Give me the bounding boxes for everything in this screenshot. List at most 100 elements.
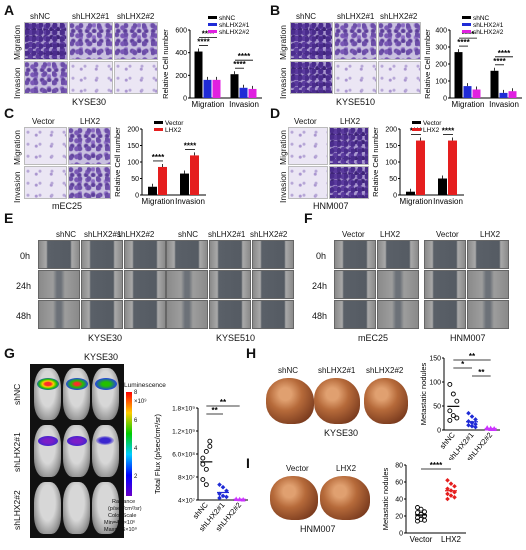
legend-swatch	[462, 30, 471, 33]
bar	[463, 86, 472, 98]
data-point	[200, 461, 206, 467]
y-tick-label: 400	[435, 28, 447, 35]
panel-letter-i: I	[246, 455, 250, 471]
data-point	[200, 455, 206, 461]
bar	[212, 79, 221, 98]
scratch-image	[166, 300, 208, 329]
time-label: 48h	[16, 311, 32, 321]
row-label: Migration	[278, 130, 288, 165]
bar	[472, 89, 481, 98]
y-tick-label: 8×10⁷	[178, 475, 196, 482]
color-scale-tick: 6	[134, 418, 138, 424]
data-point	[473, 424, 478, 430]
significance-label: ****	[184, 141, 197, 150]
legend-line: (p/sec/cm²/sr)	[108, 506, 142, 512]
y-tick-label: 0	[399, 531, 403, 538]
time-label: 24h	[312, 281, 328, 291]
data-point	[454, 415, 460, 421]
data-point	[452, 483, 457, 489]
scratch-image	[124, 240, 166, 269]
legend-label: LHX2	[165, 127, 182, 134]
cell-line-label: KYSE30	[84, 352, 119, 362]
data-point	[422, 517, 427, 523]
data-point	[447, 381, 453, 387]
y-tick-label: 300	[435, 45, 447, 52]
cell-line-label: HNM007	[313, 201, 349, 211]
data-point	[450, 413, 456, 419]
x-tick-label: Migration	[400, 197, 433, 206]
bar	[448, 140, 457, 195]
micrograph	[69, 61, 113, 94]
scratch-image	[334, 270, 376, 299]
lung-tissue	[320, 476, 370, 520]
bar	[194, 51, 203, 98]
scratch-image	[377, 300, 419, 329]
data-point	[203, 448, 209, 454]
scratch-image	[38, 300, 80, 329]
col-label: LHX2	[480, 230, 501, 239]
legend-line: Color Scale	[108, 513, 137, 519]
significance-label: **	[212, 406, 219, 415]
scratch-image	[166, 270, 208, 299]
col-label: LHX2	[336, 464, 357, 473]
data-point	[473, 417, 478, 422]
y-axis-label: Relative Cell number	[113, 127, 122, 197]
micrograph	[288, 127, 328, 165]
legend-label: Vector	[165, 120, 184, 127]
signal	[96, 436, 114, 445]
micrograph	[24, 61, 68, 94]
time-label: 0h	[316, 251, 327, 261]
bar	[499, 92, 508, 98]
row-label: Invasion	[278, 67, 288, 99]
col-label: shLHX2#1	[208, 230, 246, 239]
scratch-image	[252, 300, 294, 329]
x-tick-label: LHX2	[441, 535, 462, 544]
y-tick-label: 1.8×10⁹	[172, 406, 195, 413]
col-label: Vector	[32, 117, 55, 126]
col-label: shLHX2#2	[250, 230, 288, 239]
y-tick-label: 1.2×10⁹	[172, 429, 195, 436]
data-point	[450, 391, 456, 397]
legend-label: shNC	[219, 15, 236, 22]
y-tick-label: 150	[429, 356, 441, 363]
micrograph	[329, 127, 369, 165]
mouse	[92, 425, 119, 477]
bar	[508, 91, 517, 98]
mouse	[92, 482, 119, 534]
scratch-image	[424, 270, 466, 299]
cell-line-label: mEC25	[52, 201, 83, 211]
data-point	[217, 491, 222, 497]
color-scale-tick: 2	[134, 474, 138, 480]
scratch-image	[124, 300, 166, 329]
significance-label: ****	[152, 153, 165, 162]
mouse	[34, 482, 61, 534]
data-point	[445, 496, 450, 502]
col-label: shLHX2#2	[380, 12, 418, 21]
row-label: shLHX2#2	[12, 490, 22, 530]
scratch-image	[252, 240, 294, 269]
time-label: 48h	[312, 311, 328, 321]
legend-swatch	[412, 121, 421, 124]
col-label: shLHX2#1	[72, 12, 110, 21]
scratch-image	[38, 270, 80, 299]
row-label: Migration	[12, 130, 22, 165]
y-axis-label: Relative Cell number	[371, 127, 380, 197]
legend-label: Vector	[423, 120, 442, 127]
col-label: shLHX2#2	[117, 230, 155, 239]
legend-label: shLHX2#2	[219, 29, 250, 36]
bar	[190, 155, 199, 195]
x-tick-label: Migration	[452, 100, 485, 109]
legend-swatch	[208, 16, 217, 19]
micrograph	[68, 166, 111, 199]
micrograph	[378, 61, 421, 94]
micrograph	[114, 61, 158, 94]
y-tick-label: 20	[395, 514, 403, 521]
lung-tissue	[270, 476, 318, 520]
micrograph	[24, 127, 67, 165]
micrograph	[68, 127, 111, 165]
y-tick-label: 50	[389, 176, 397, 183]
y-tick-label: 0	[135, 193, 139, 200]
scratch-image	[166, 240, 208, 269]
legend-swatch	[208, 23, 217, 26]
